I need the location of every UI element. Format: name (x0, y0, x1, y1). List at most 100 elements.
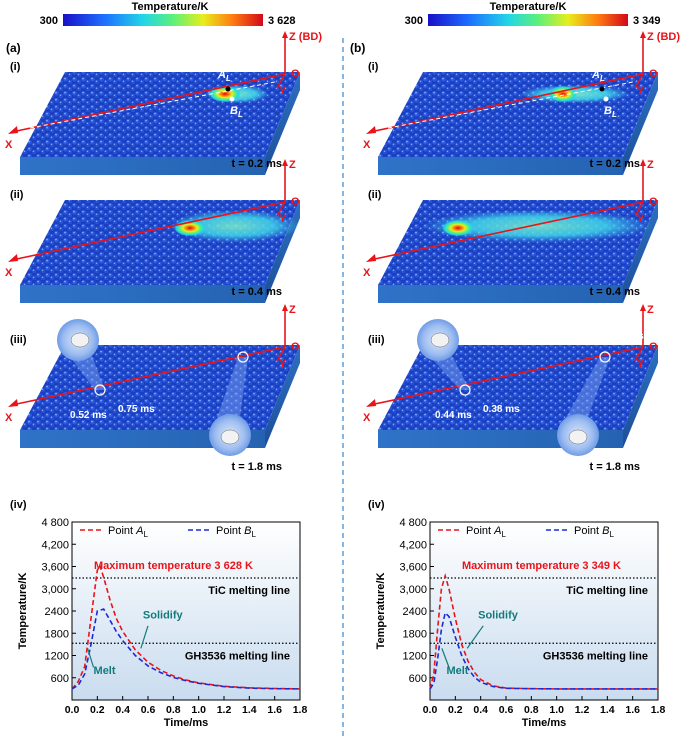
substrate-front (20, 285, 265, 303)
x-tick-label: 0.0 (423, 704, 438, 716)
z-arrowhead (640, 304, 646, 311)
tic-melting-label: TiC melting line (566, 585, 648, 597)
substrate-side (265, 72, 300, 175)
axis-z-label: Z (BD) (289, 31, 322, 43)
melt-label: Melt (446, 665, 468, 677)
time-annotation-3: 0.44 ms (435, 410, 472, 421)
row-label: (iii) (368, 334, 385, 346)
scan-axis-x (11, 346, 286, 406)
axis-z-label: Z (BD) (647, 31, 680, 43)
y-tick-label: 600 (409, 673, 427, 685)
origin-label: O (291, 196, 300, 208)
point-a-label: AL (217, 69, 231, 83)
substrate-side (623, 345, 658, 448)
legend-label-a: Point AL (108, 525, 148, 539)
solidify-label: Solidify (478, 609, 519, 621)
origin-label: O (649, 68, 658, 80)
chart-panel-label: (iv) (10, 499, 27, 511)
probe-circle-2 (237, 351, 249, 363)
y-axis-line (634, 73, 644, 89)
time-annotation-1: 0.22 ms (188, 331, 225, 342)
bubble-beam-1 (428, 354, 470, 390)
time-label: t = 1.8 ms (232, 461, 282, 473)
series-point-a-line (71, 563, 301, 690)
y-axis-line (276, 201, 286, 217)
max-temperature-annotation: Maximum temperature 3 628 K (94, 560, 253, 572)
solidify-arrow (466, 625, 484, 649)
gh3536-melting-label: GH3536 melting line (185, 650, 290, 662)
x-tick-label: 0.8 (524, 704, 539, 716)
y-tick-label: 1800 (403, 628, 427, 640)
colorbar-right: Temperature/K 300 3 349 (405, 1, 661, 27)
y-tick-label: 2400 (403, 606, 427, 618)
particle-1 (430, 332, 450, 348)
y-axis-label: Temperature/K (17, 573, 29, 650)
point-a-marker (599, 86, 605, 92)
series-point-b-line (429, 611, 658, 690)
powder-bed-top (378, 345, 658, 430)
time-annotation-4: 0.38 ms (483, 404, 520, 415)
time-label: t = 0.4 ms (232, 286, 282, 298)
axis-x-label: X (363, 412, 371, 424)
z-arrowhead (640, 159, 646, 166)
axis-x-label: X (5, 139, 13, 151)
y-tick-label: 3,000 (41, 584, 69, 596)
time-annotation-1: 0.14 ms (550, 331, 587, 342)
point-b-marker (603, 96, 609, 102)
y-tick-label: 1200 (403, 651, 427, 663)
substrate-front (20, 430, 265, 448)
particle-2 (220, 429, 240, 445)
axis-y-label: Y (637, 213, 645, 225)
x-arrowhead (8, 126, 18, 134)
time-label: t = 0.4 ms (590, 286, 640, 298)
panel-label-b: (b) (350, 41, 365, 55)
x-tick-label: 0.6 (141, 704, 156, 716)
max-temperature-annotation: Maximum temperature 3 349 K (462, 560, 621, 572)
chart-panel-label: (iv) (368, 499, 385, 511)
x-tick-label: 1.4 (600, 704, 615, 716)
y-tick-label: 4,200 (41, 539, 69, 551)
thermal-tail (170, 210, 300, 242)
y-tick-label: 4 800 (41, 517, 69, 529)
panel-label-a: (a) (6, 41, 21, 55)
colorbar-title-right: Temperature/K (490, 1, 567, 13)
y-axis-line (634, 201, 644, 217)
point-a-label: AL (591, 69, 605, 83)
bubble-beam-1 (68, 354, 105, 390)
axis-x-label: X (5, 267, 13, 279)
thermal-tail (423, 210, 653, 242)
z-arrowhead (640, 31, 646, 38)
axis-y-label: Y (279, 213, 287, 225)
x-tick-label: 1.8 (293, 704, 308, 716)
axis-y-label: Y (637, 85, 645, 97)
substrate-side (623, 72, 658, 175)
x-arrowhead (366, 399, 376, 407)
legend-label-a: Point AL (466, 525, 506, 539)
x-tick-label: 1.2 (217, 704, 232, 716)
x-tick-label: 0.8 (166, 704, 181, 716)
chart-a: (iv) 600 1200 1800 2400 3,000 3,600 4,200 4 800 0… (10, 499, 307, 729)
melt-arrow (441, 648, 450, 668)
chart-b: (iv) 600 1200 1800 2400 3,000 3,600 4,200 4 800 0… (368, 499, 665, 729)
legend-label-b: Point BL (216, 525, 256, 539)
x-arrowhead (8, 399, 18, 407)
x-tick-label: 0.4 (115, 704, 130, 716)
axis-x-label: X (5, 412, 13, 424)
powder-bed-top (20, 345, 300, 430)
x-tick-label: 0.0 (65, 704, 80, 716)
colorbar-left-min: 300 (40, 15, 58, 27)
y-tick-label: 1200 (45, 651, 69, 663)
x-tick-label: 1.2 (575, 704, 590, 716)
row-label: (i) (368, 61, 379, 73)
x-tick-label: 1.6 (625, 704, 640, 716)
row-label: (i) (10, 61, 21, 73)
axis-y-label: Y (637, 358, 645, 370)
x-arrowhead (366, 254, 376, 262)
x-tick-label: 0.2 (90, 704, 105, 716)
sim-b-ii: Z OY X (ii) t = 0.4 ms (363, 159, 658, 303)
origin-label: O (291, 341, 300, 353)
time-annotation-3: 0.52 ms (70, 410, 107, 421)
y-tick-label: 1800 (45, 628, 69, 640)
